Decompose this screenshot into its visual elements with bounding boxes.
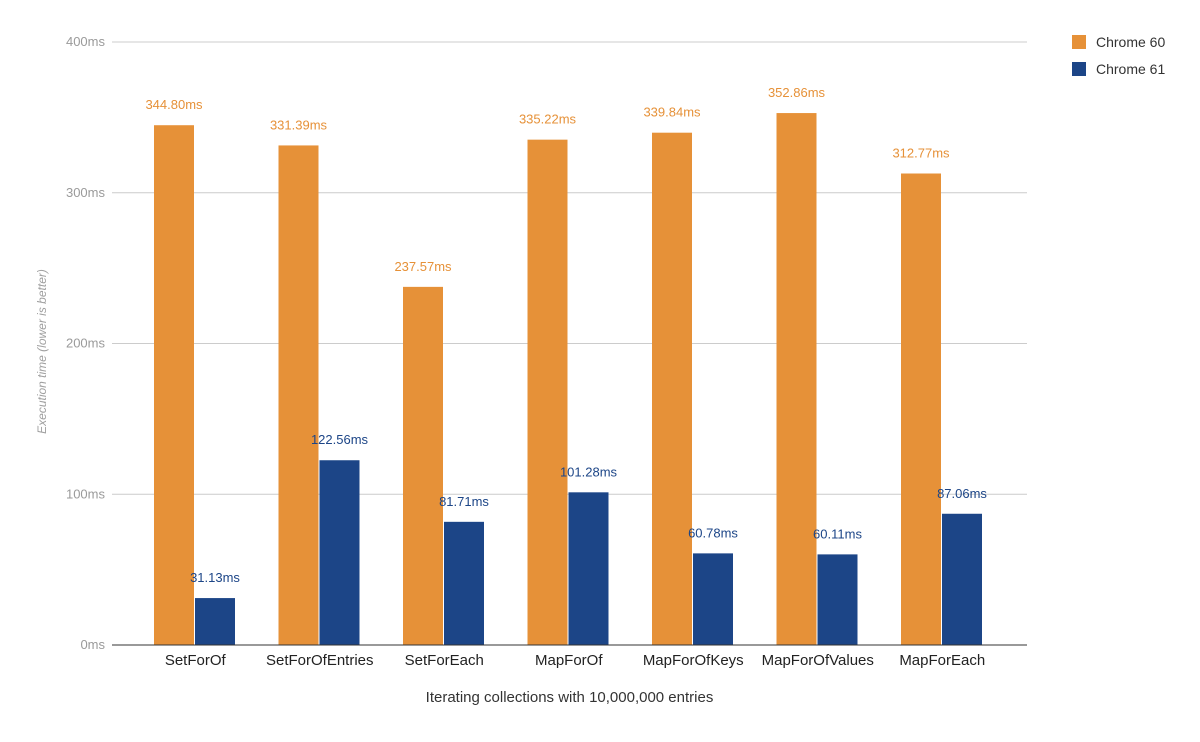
bar-chrome-60-mapforof (527, 139, 568, 645)
data-label: 344.80ms (145, 97, 203, 112)
y-tick-label: 100ms (66, 486, 106, 501)
bar-chrome-61-mapforeach (942, 513, 982, 645)
data-label: 312.77ms (892, 145, 950, 160)
data-label: 87.06ms (937, 486, 987, 501)
data-label: 101.28ms (560, 464, 618, 479)
bar-chrome-61-setforeach (444, 521, 484, 645)
bar-chrome-60-setforof (154, 125, 194, 646)
bar-chrome-60-mapforofkeys (652, 132, 692, 646)
bar-chrome-60-setforofentries (278, 145, 319, 646)
legend-label: Chrome 61 (1096, 61, 1165, 77)
x-tick-label: MapForOfKeys (643, 652, 744, 669)
data-label: 352.86ms (768, 85, 826, 100)
x-tick-label: SetForOfEntries (266, 652, 374, 669)
data-labels: 344.80ms 31.13ms 331.39ms 122.56ms 237.57ms 8… (145, 85, 987, 585)
x-tick-label: MapForEach (899, 652, 985, 669)
y-tick-label: 200ms (66, 336, 106, 351)
x-axis-ticks: SetForOf SetForOfEntries SetForEach MapForO… (165, 652, 985, 669)
data-label: 60.78ms (688, 525, 738, 540)
legend-swatch (1072, 35, 1086, 49)
bar-chrome-61-setforof (195, 598, 235, 645)
data-label: 81.71ms (439, 494, 489, 509)
x-tick-label: SetForEach (405, 652, 484, 669)
gridlines (112, 41, 1027, 495)
data-label: 331.39ms (270, 117, 328, 132)
y-axis-ticks: 0ms 100ms 200ms 300ms 400ms (66, 34, 106, 652)
legend: Chrome 60 Chrome 61 (1072, 34, 1165, 77)
legend-swatch (1072, 62, 1086, 76)
x-tick-label: MapForOfValues (762, 652, 874, 669)
y-tick-label: 400ms (66, 34, 106, 49)
bar-chrome-60-setforeach (403, 286, 443, 645)
x-tick-label: MapForOf (535, 652, 603, 669)
legend-label: Chrome 60 (1096, 34, 1165, 50)
data-label: 60.11ms (813, 526, 862, 541)
data-label: 31.13ms (190, 570, 240, 585)
x-axis-title: Iterating collections with 10,000,000 en… (426, 689, 714, 706)
bar-chrome-61-mapforofkeys (693, 553, 733, 645)
data-label: 335.22ms (519, 112, 577, 127)
bar-chrome-60-mapforeach (901, 173, 941, 646)
bar-chrome-61-mapforofvalues (817, 554, 858, 645)
x-tick-label: SetForOf (165, 652, 227, 669)
data-label: 237.57ms (394, 259, 452, 274)
bar-chrome-61-setforofentries (319, 460, 360, 645)
data-label: 122.56ms (311, 432, 369, 447)
y-tick-label: 0ms (80, 637, 105, 652)
bar-chrome-60-mapforofvalues (776, 113, 817, 646)
data-label: 339.84ms (643, 105, 701, 120)
bars (154, 113, 982, 646)
bar-chrome-61-mapforof (568, 492, 609, 645)
y-tick-label: 300ms (66, 185, 106, 200)
y-axis-title: Execution time (lower is better) (35, 269, 49, 434)
